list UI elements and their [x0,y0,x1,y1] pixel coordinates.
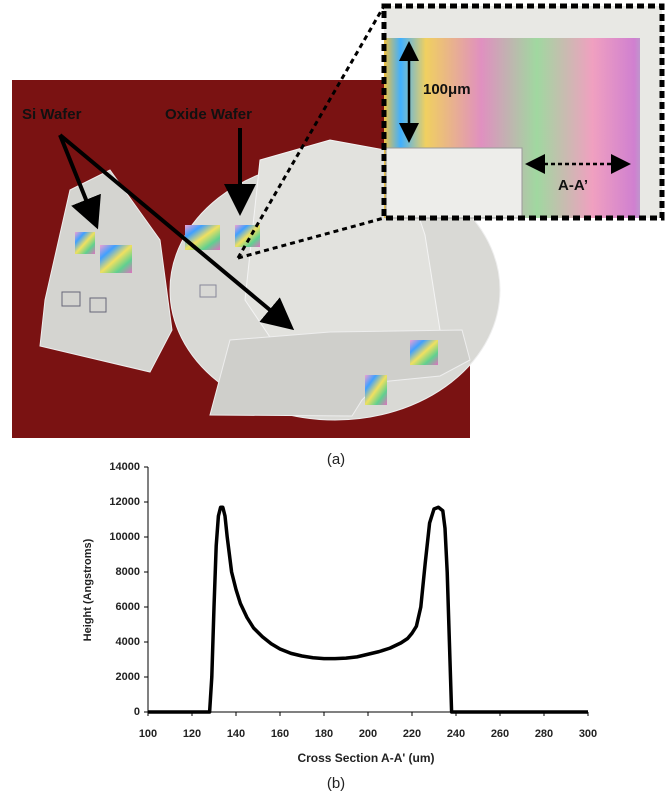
x-tick-label: 220 [403,728,421,740]
x-tick-label: 120 [183,728,201,740]
page: Si Wafer Oxide Wafer 100μm A-A’ (a) (b) … [0,0,672,798]
x-axis-label: Cross Section A-A' (um) [297,751,434,765]
caption-a: (a) [327,451,345,468]
x-tick-label: 100 [139,728,157,740]
y-tick-label: 4000 [116,636,140,648]
chart: Cross Section A-A' (um) Height (Angstrom… [82,461,597,765]
x-tick-label: 200 [359,728,377,740]
x-tick-label: 280 [535,728,553,740]
y-tick-label: 10000 [109,531,140,543]
section-label: A-A’ [558,177,588,194]
y-tick-label: 0 [134,706,140,718]
profile-line [148,507,588,712]
x-tick-label: 180 [315,728,333,740]
x-tick-label: 300 [579,728,597,740]
y-tick-label: 8000 [116,566,140,578]
scale-label: 100μm [423,81,471,98]
inset: 100μm A-A’ [384,6,662,218]
x-tick-label: 140 [227,728,245,740]
si-wafer-label: Si Wafer [22,106,82,123]
y-axis-label: Height (Angstroms) [82,538,94,641]
x-tick-label: 260 [491,728,509,740]
y-tick-label: 6000 [116,601,140,613]
x-tick-label: 240 [447,728,465,740]
oxide-wafer-label: Oxide Wafer [165,106,252,123]
y-tick-label: 2000 [116,671,140,683]
caption-b: (b) [327,775,345,792]
y-tick-label: 12000 [109,496,140,508]
x-tick-label: 160 [271,728,289,740]
y-tick-label: 14000 [109,461,140,473]
figure: Si Wafer Oxide Wafer 100μm A-A’ (a) (b) … [0,0,672,798]
